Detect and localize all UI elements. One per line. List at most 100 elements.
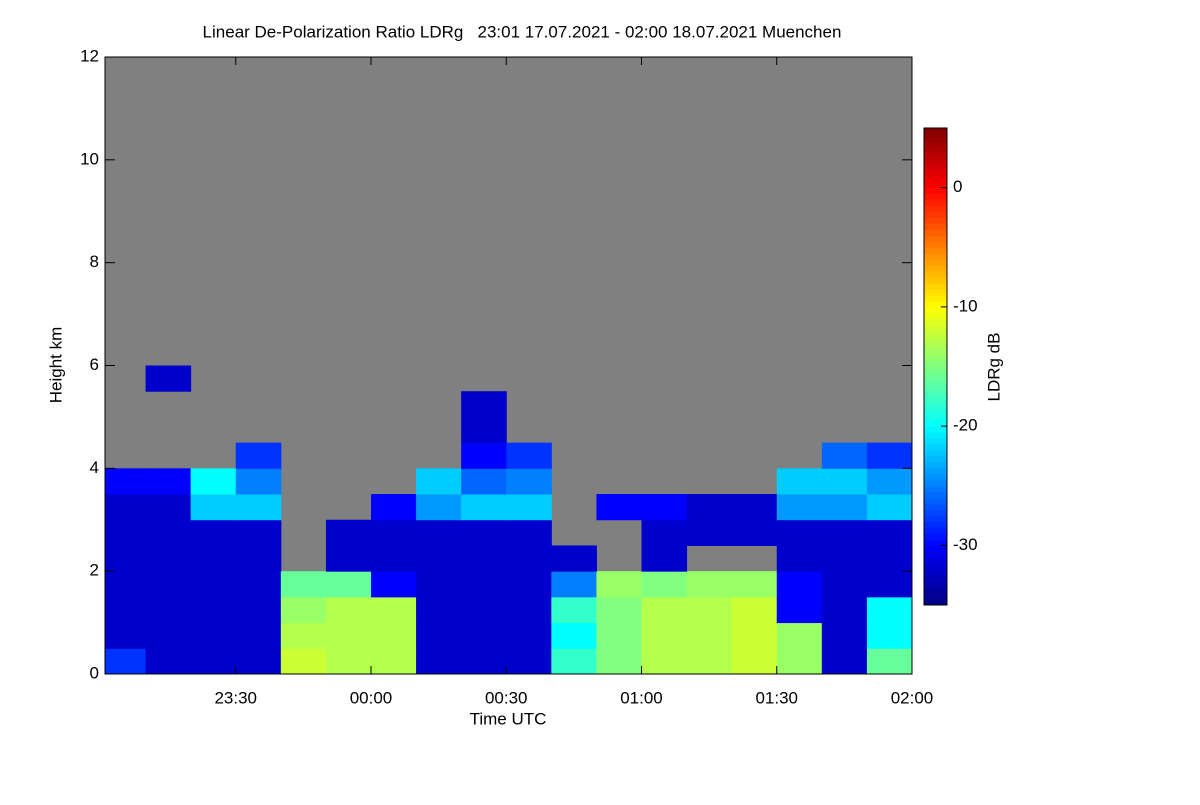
cell [461,468,507,495]
y-tick-label: 4 [90,458,99,477]
cell [506,622,552,649]
cell [776,494,823,521]
colorbar-segment [924,354,947,362]
colorbar-segment [924,473,947,481]
colorbar-segment [924,157,947,165]
colorbar-segment [924,587,947,594]
colorbar-segment [924,521,947,528]
colorbar-segment [924,288,947,296]
cell [461,391,507,418]
cell [145,468,192,495]
cell [686,494,733,521]
colorbar-segment [924,420,947,427]
cell [235,622,282,649]
cell [776,596,823,624]
colorbar-segment [924,169,947,177]
cell [416,519,462,546]
cell [105,596,147,624]
colorbar-segment [924,133,947,141]
cell [776,468,823,495]
cell [731,571,778,598]
cell [596,622,642,649]
colorbar-segment [924,247,947,254]
colorbar-segment [924,187,947,195]
x-tick-label: 23:30 [214,688,257,707]
cell [235,468,282,495]
cell [105,545,147,572]
colorbar-segment [924,324,947,332]
cell [821,442,868,469]
cell [235,596,282,624]
colorbar-segment [924,479,947,487]
cell [776,519,823,546]
colorbar-segment [924,205,947,212]
cell [105,648,147,674]
cell [370,545,417,572]
cell [235,545,282,572]
y-tick-label: 0 [90,663,99,682]
cell [776,648,823,674]
cell [416,545,462,572]
colorbar-tick-label: 0 [953,177,962,196]
colorbar-segment [924,366,947,373]
cell [190,545,237,572]
x-tick-label: 01:30 [755,688,798,707]
cell [370,648,417,674]
y-tick-label: 8 [90,252,99,271]
cell [190,468,237,495]
x-tick-label: 00:00 [350,688,393,707]
colorbar-segment [924,563,947,570]
colorbar-segment [924,426,947,433]
cell [776,545,823,572]
cell [866,519,912,546]
colorbar-segment [924,163,947,171]
y-tick-label: 10 [80,149,99,168]
cells [105,365,912,674]
cell [370,622,417,649]
cell [506,545,552,572]
cell [641,545,688,572]
colorbar-segment [924,360,947,367]
cell [370,596,417,624]
cell [280,622,327,649]
cell [506,648,552,674]
cell [461,622,507,649]
cell [280,648,327,674]
cell [370,571,417,598]
colorbar-segment [924,557,947,564]
colorbar-segment [924,449,947,457]
colorbar-segment [924,181,947,189]
colorbar-frame [923,127,948,606]
colorbar-segment [924,265,947,272]
colorbar-tick-label: -20 [953,416,978,435]
colorbar-tick-label: -30 [953,535,978,554]
colorbar-segment [924,396,947,403]
colorbar-segment [924,151,947,159]
cell [105,494,147,521]
cell [461,648,507,674]
cell [145,519,192,546]
colorbar-segment [924,294,947,302]
cell [461,596,507,624]
colorbar-segment [924,378,947,385]
cell [235,494,282,521]
colorbar-segment [924,372,947,379]
x-tick-label: 02:00 [891,688,934,707]
cell [551,571,597,598]
colorbar-segment [924,509,947,517]
colorbar-segment [924,348,947,356]
cell [325,571,372,598]
chart-title: Linear De-Polarization Ratio LDRg 23:01 … [203,22,842,41]
cell [641,571,688,598]
colorbar-segment [924,277,947,284]
cell [461,416,507,444]
cell [235,442,282,469]
colorbar-segment [924,318,947,326]
cell [190,648,237,674]
cell [686,648,733,674]
colorbar-segment [924,575,947,582]
colorbar-segment [924,241,947,248]
cell [686,571,733,598]
colorbar-segment [924,342,947,350]
